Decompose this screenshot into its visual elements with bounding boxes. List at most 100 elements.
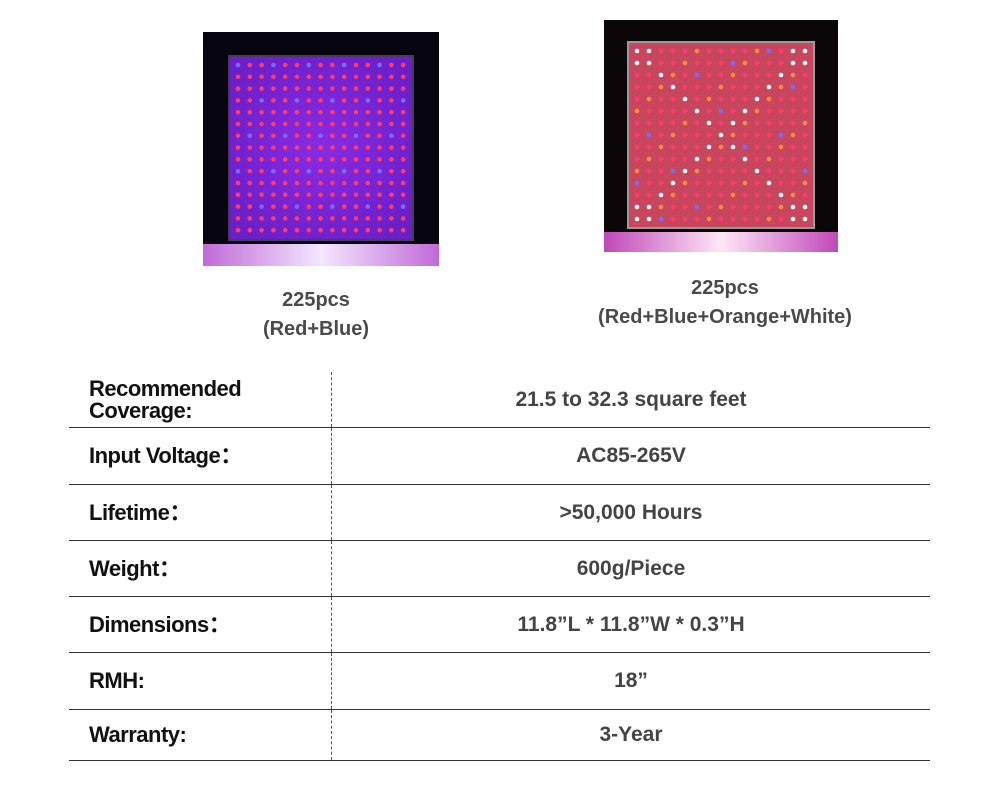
led-dot [634, 48, 640, 54]
led-dot [658, 156, 664, 162]
led-dot [670, 180, 676, 186]
led-dot [235, 192, 241, 198]
led-dot [670, 96, 676, 102]
led-dot [790, 132, 796, 138]
led-dot [377, 62, 382, 68]
led-dot [353, 145, 359, 150]
led-dot [259, 109, 264, 115]
led-dot [706, 72, 712, 78]
spec-value: 21.5 to 32.3 square feet [515, 387, 747, 411]
led-dot [353, 204, 359, 209]
led-dot [682, 132, 688, 138]
led-dot [365, 109, 371, 115]
led-dot [742, 156, 748, 162]
spec-row-lifetime: Lifetime： >50,000 Hours [69, 485, 930, 541]
led-dot [294, 62, 300, 68]
led-dot [365, 227, 371, 233]
led-dot [282, 157, 288, 162]
led-dot [682, 156, 688, 162]
led-dot [718, 120, 724, 126]
led-dot [330, 133, 335, 139]
led-dot [330, 157, 335, 162]
led-dot [282, 109, 288, 115]
led-count-label: 225pcs [691, 277, 759, 299]
led-dot [694, 144, 700, 150]
led-dot [742, 84, 748, 90]
led-dot [670, 120, 676, 126]
led-dot [754, 96, 760, 102]
led-dot [247, 192, 253, 198]
led-dot [790, 96, 796, 102]
led-dot [646, 96, 652, 102]
led-dot [802, 144, 808, 150]
led-dot [259, 145, 264, 150]
led-dot [670, 156, 676, 162]
led-dot [365, 168, 371, 174]
led-dot [271, 109, 276, 115]
led-dot [400, 62, 406, 68]
led-dot [694, 180, 700, 186]
led-dot [634, 192, 640, 198]
led-dot [802, 96, 808, 102]
led-dot [318, 157, 323, 162]
led-dot [235, 98, 241, 103]
led-dot [742, 96, 748, 102]
led-dot [306, 86, 312, 91]
led-dot [330, 216, 335, 221]
led-dot [694, 108, 700, 114]
led-dot [341, 216, 347, 221]
led-dot [282, 121, 288, 127]
led-dot [247, 204, 253, 209]
led-dot [694, 72, 700, 78]
led-dot [634, 120, 640, 126]
led-dot [646, 60, 652, 66]
led-dot [389, 168, 394, 174]
led-dot [658, 132, 664, 138]
led-dot [235, 86, 241, 91]
led-dot [658, 168, 664, 174]
led-dot [670, 216, 676, 222]
led-dot [389, 62, 394, 68]
led-dot [694, 60, 700, 66]
spec-row-warranty: Warranty: 3-Year [69, 710, 930, 761]
led-dot [389, 74, 394, 80]
led-dot [235, 109, 241, 115]
led-dot [778, 144, 784, 150]
red-blue-led-panel [203, 32, 439, 266]
led-dot [318, 204, 323, 209]
led-dot [730, 144, 736, 150]
led-dot [658, 60, 664, 66]
led-dot [282, 204, 288, 209]
led-dot [330, 98, 335, 103]
led-dot [790, 216, 796, 222]
led-dot [742, 72, 748, 78]
led-count-label: 225pcs [282, 289, 350, 311]
spec-label: RMH: [89, 668, 145, 693]
led-dot [706, 48, 712, 54]
led-dot [294, 145, 300, 150]
led-dot [365, 121, 371, 127]
led-dot [389, 227, 394, 233]
led-dot [330, 109, 335, 115]
led-dot [400, 192, 406, 198]
led-dot [634, 168, 640, 174]
led-dot [742, 60, 748, 66]
led-dot [730, 108, 736, 114]
led-dot [306, 204, 312, 209]
led-dot [646, 84, 652, 90]
led-dot [634, 96, 640, 102]
led-dot [730, 96, 736, 102]
led-dot [694, 48, 700, 54]
led-dot [670, 168, 676, 174]
led-dot [682, 216, 688, 222]
spec-row-dimensions: Dimensions： 11.8”L * 11.8”W * 0.3”H [69, 597, 930, 653]
led-dot [247, 216, 253, 221]
led-dot [282, 227, 288, 233]
led-dot [802, 60, 808, 66]
led-dot [634, 216, 640, 222]
led-dot [271, 192, 276, 198]
led-dot [400, 180, 406, 186]
led-dot [718, 60, 724, 66]
led-dot [341, 86, 347, 91]
led-dot [778, 96, 784, 102]
